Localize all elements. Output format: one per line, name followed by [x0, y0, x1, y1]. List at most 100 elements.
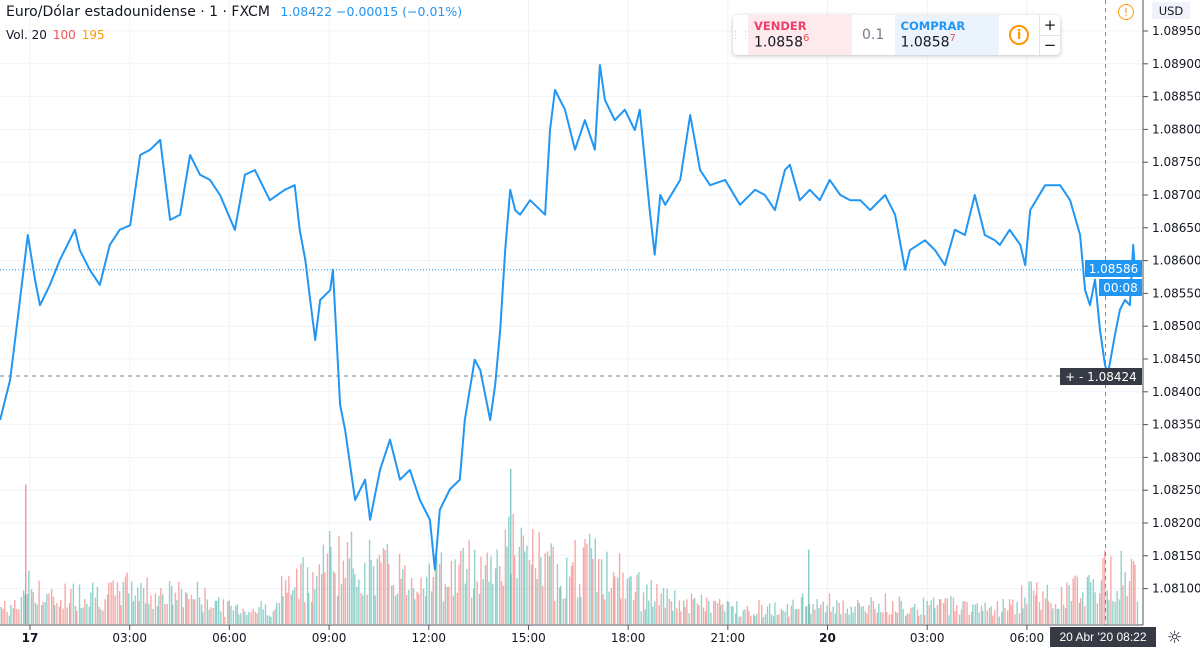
volume-bar [62, 608, 64, 624]
volume-bar [710, 612, 712, 624]
volume-bar [482, 579, 484, 624]
volume-bar [630, 576, 632, 624]
volume-bar [98, 607, 100, 624]
volume-bar [616, 577, 619, 624]
volume-bar [46, 593, 48, 624]
volume-bar [234, 606, 237, 624]
volume-bar [256, 613, 258, 624]
volume-bar [458, 564, 460, 624]
volume-bar [534, 568, 537, 624]
volume-bar [856, 599, 859, 624]
volume-bar [118, 591, 121, 624]
volume-bar [232, 610, 235, 624]
volume-bar [16, 608, 18, 624]
volume-bar [624, 598, 627, 624]
volume-bar [554, 600, 556, 624]
volume-bar [120, 605, 122, 624]
volume-bar [96, 586, 99, 624]
price-tick-label: 1.08750 [1152, 155, 1200, 169]
volume-bar [212, 607, 214, 624]
volume-bar [1076, 576, 1079, 624]
volume-bar [558, 587, 561, 624]
volume-bar [818, 607, 820, 624]
volume-bar [1018, 613, 1021, 624]
volume-bar [444, 584, 446, 624]
volume-bar [584, 539, 586, 624]
settings-icon[interactable]: ☼ [1167, 628, 1183, 648]
warning-icon[interactable]: ! [1118, 4, 1134, 20]
volume-bar [480, 556, 482, 624]
decrease-quantity-button[interactable]: − [1040, 34, 1060, 56]
volume-bar [272, 611, 275, 624]
volume-bar [872, 601, 875, 624]
info-button[interactable]: i [999, 15, 1039, 55]
volume-bar [846, 608, 849, 624]
volume-bar [432, 576, 434, 624]
volume-bar [1124, 571, 1126, 624]
volume-bar [74, 606, 77, 624]
volume-bar [210, 607, 212, 624]
volume-bar [1010, 604, 1012, 624]
volume-bar [254, 611, 257, 624]
volume-bar [80, 608, 82, 624]
volume-bar [222, 599, 225, 624]
volume-bar [826, 605, 828, 624]
volume-bar [722, 604, 724, 624]
volume-bar [48, 593, 50, 624]
volume-bar [1006, 610, 1009, 624]
volume-bar [586, 543, 588, 624]
volume-bar [338, 535, 340, 624]
volume-bar [328, 530, 331, 624]
price-axis[interactable]: 1.08950 1.08900 1.08850 1.08800 1.08750 1.087… [1143, 24, 1200, 596]
time-tick-label: 06:00 [1010, 631, 1045, 645]
crosshair-price-badge[interactable]: + - 1.08424 [1060, 368, 1142, 385]
volume-bar [734, 613, 737, 624]
volume-bar [974, 604, 976, 624]
volume-bar [736, 601, 738, 624]
volume-bar [288, 576, 290, 624]
volume-bar [192, 599, 195, 624]
volume-bar [1090, 581, 1092, 624]
increase-quantity-button[interactable]: + [1043, 15, 1057, 34]
volume-bar [116, 582, 119, 624]
volume-bar [632, 600, 635, 624]
sell-button[interactable]: VENDER 1.08586 [748, 15, 852, 55]
time-axis[interactable]: 17 03:00 06:00 09:00 12:00 15:00 18:00 21:00 20 0… [22, 625, 1045, 645]
volume-bar [258, 607, 260, 624]
volume-bar [946, 598, 948, 624]
volume-bar [36, 604, 38, 624]
volume-bar [918, 615, 920, 624]
volume-bars [0, 469, 1139, 624]
volume-bar [668, 598, 671, 624]
volume-legend[interactable]: Vol. 20 100 195 [6, 28, 111, 42]
volume-bar [198, 597, 201, 624]
volume-bar [556, 563, 559, 624]
volume-bar [506, 546, 508, 624]
last-price-badge: 1.08586 [1085, 260, 1142, 277]
drag-handle-icon[interactable]: ⋮⋮ [730, 29, 751, 41]
volume-bar [1014, 614, 1016, 624]
buy-button[interactable]: COMPRAR 1.08587 [894, 15, 1000, 55]
volume-bar [1026, 603, 1028, 624]
volume-bar [452, 595, 455, 624]
volume-bar [812, 603, 814, 624]
volume-bar [382, 548, 385, 624]
volume-bar [58, 606, 61, 624]
volume-bar [246, 615, 248, 624]
grid-lines [0, 0, 1143, 625]
time-tick-label: 12:00 [411, 631, 446, 645]
quantity-field[interactable]: 0.1 [861, 27, 885, 43]
volume-bar [60, 599, 62, 624]
volume-bar [1086, 576, 1089, 624]
volume-bar [72, 583, 75, 624]
sell-pip: 6 [803, 33, 810, 44]
symbol-title[interactable]: Euro/Dólar estadounidense · 1 · FXCM [6, 4, 270, 20]
currency-label[interactable]: USD [1152, 2, 1190, 19]
volume-bar [146, 577, 148, 624]
volume-bar [132, 601, 135, 624]
volume-bar [368, 539, 371, 624]
volume-bar [976, 603, 978, 624]
volume-bar [888, 614, 890, 624]
volume-bar [594, 538, 596, 624]
